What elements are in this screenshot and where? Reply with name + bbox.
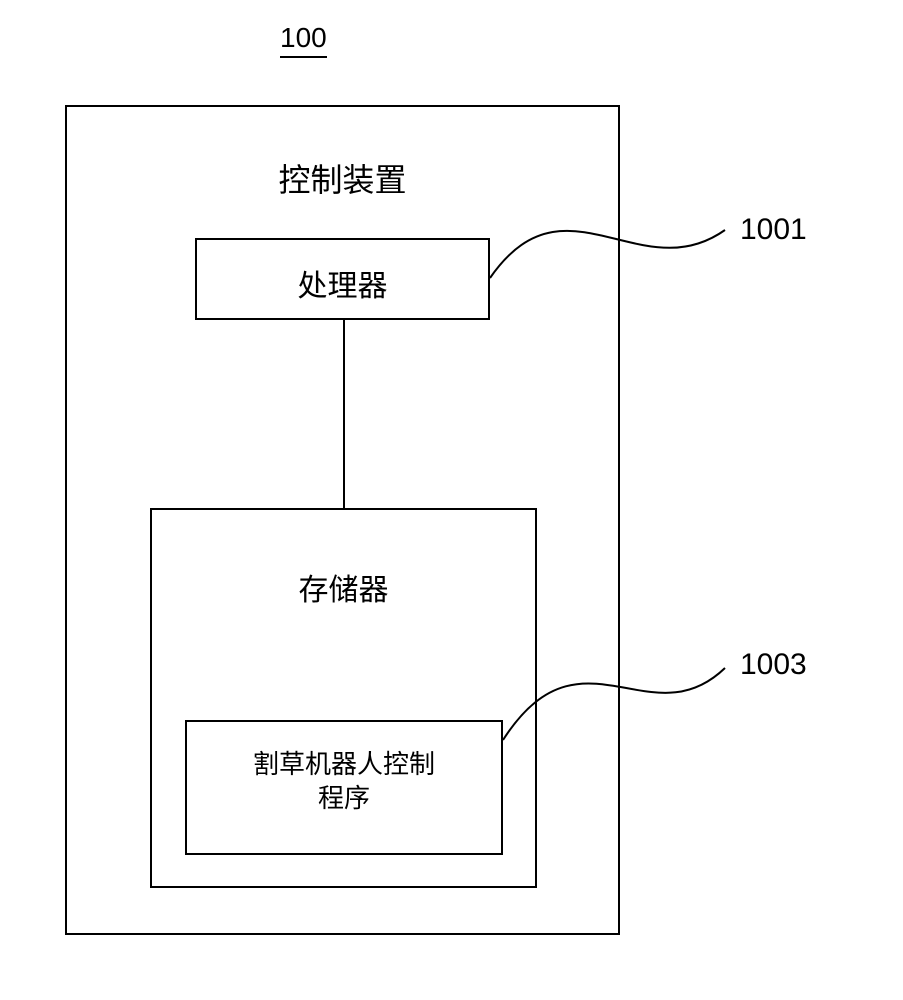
figure-number: 100 [280, 22, 327, 58]
program-label-line2: 程序 [318, 783, 370, 813]
ref-1001: 1001 [740, 213, 807, 247]
program-label: 割草机器人控制 程序 [185, 748, 503, 816]
control-device-title: 控制装置 [65, 155, 620, 201]
memory-label: 存储器 [150, 565, 537, 609]
connector-line [343, 320, 345, 508]
program-label-line1: 割草机器人控制 [253, 749, 435, 779]
processor-label: 处理器 [195, 261, 490, 305]
ref-1003: 1003 [740, 648, 807, 682]
